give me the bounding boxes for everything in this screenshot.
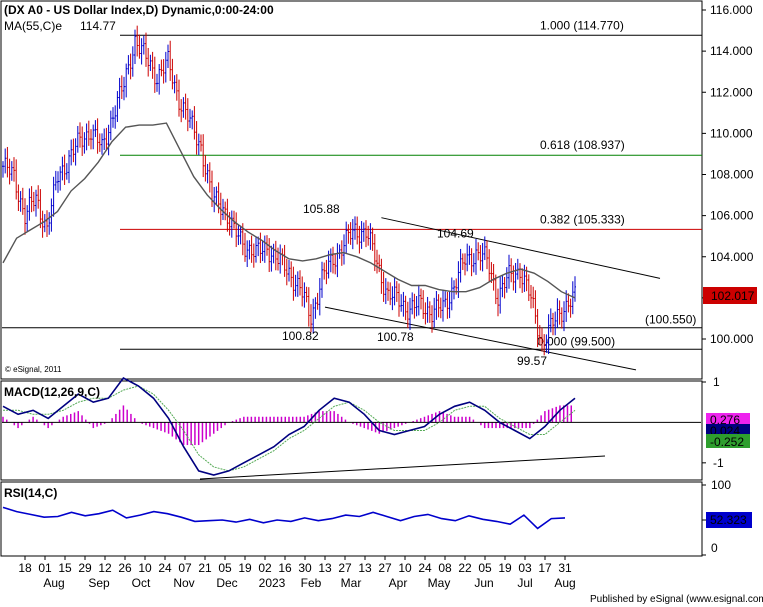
fib-level-label: 0.618 (108.937): [540, 138, 625, 152]
price-tick-label: 110.000: [710, 126, 753, 140]
ma-value: 114.77: [80, 19, 116, 33]
macd-signal-line: [3, 385, 576, 472]
rsi-tick-label: 0: [711, 541, 718, 555]
day-tick-label: 24: [158, 561, 172, 575]
day-tick-label: 17: [538, 561, 552, 575]
month-tick-label: Jun: [474, 576, 493, 590]
price-annotation: 99.57: [517, 354, 547, 368]
day-tick-label: 05: [478, 561, 492, 575]
price-tick-label: 116.000: [710, 3, 753, 17]
day-tick-label: 24: [418, 561, 432, 575]
price-annotation: 105.88: [303, 202, 340, 216]
price-tick-label: 112.000: [710, 85, 753, 99]
rsi-tick-label: 100: [711, 478, 731, 492]
day-tick-label: 10: [138, 561, 152, 575]
month-tick-label: May: [428, 576, 451, 590]
month-tick-label: Jul: [517, 576, 532, 590]
time-axis: 18 01 15 29 12 26 10 24 07 21 05 19 02 16 30 13 27 13 27 10…: [18, 556, 576, 590]
day-tick-label: 07: [178, 561, 192, 575]
last-price-marker: 102.017: [703, 287, 757, 304]
day-tick-label: 19: [238, 561, 252, 575]
day-tick-label: 03: [518, 561, 532, 575]
month-tick-label: Apr: [389, 576, 408, 590]
price-tick-label: 100.000: [710, 332, 754, 346]
macd-readout-mid-box: [706, 424, 750, 437]
macd-label: MACD(12,26,9,C): [4, 385, 100, 399]
day-tick-label: 02: [258, 561, 272, 575]
price-tick-label: 104.000: [710, 250, 754, 264]
lower-channel-line: [324, 306, 637, 371]
macd-trend-line: [199, 455, 606, 480]
day-tick-label: 29: [78, 561, 92, 575]
month-tick-label: Aug: [554, 576, 575, 590]
price-annotation: 100.78: [377, 330, 414, 344]
price-annotation: 104.69: [437, 227, 474, 241]
published-footer: Published by eSignal (www.esignal.com): [590, 594, 763, 605]
macd-readout-top-box: [706, 413, 750, 426]
day-tick-label: 21: [198, 561, 212, 575]
day-tick-label: 22: [458, 561, 472, 575]
last-price-value: 102.017: [711, 289, 755, 303]
rsi-readout: 52.323: [710, 513, 747, 527]
day-tick-label: 27: [338, 561, 352, 575]
upper-channel-line: [381, 217, 661, 279]
fib-level-label: 1.000 (114.770): [540, 18, 624, 32]
macd-tick-label: -1: [713, 456, 724, 470]
macd-readouts: 0.276 0.024 -0.252: [706, 413, 750, 449]
macd-readout-bottom-box: [706, 434, 750, 448]
day-tick-label: 13: [358, 561, 372, 575]
month-tick-label: Sep: [88, 576, 110, 590]
day-tick-label: 18: [18, 561, 32, 575]
day-tick-label: 19: [498, 561, 512, 575]
macd-readout-bottom: -0.252: [710, 435, 744, 449]
day-tick-label: 31: [558, 561, 572, 575]
day-tick-label: 26: [118, 561, 132, 575]
chart-title: (DX A0 - US Dollar Index,D) Dynamic,0:00…: [4, 3, 274, 17]
candles: [2, 25, 576, 356]
ma-label: MA(55,C)e: [4, 19, 62, 33]
rsi-line: [2, 506, 566, 530]
macd-histogram: [2, 405, 572, 446]
day-tick-label: 27: [378, 561, 392, 575]
price-tick-label: 106.000: [710, 209, 754, 223]
day-tick-label: 15: [58, 561, 72, 575]
day-tick-label: 16: [278, 561, 292, 575]
support-level-label: (100.550): [645, 313, 696, 327]
macd-line: [2, 376, 576, 476]
day-tick-label: 30: [298, 561, 312, 575]
fib-level-label: 0.382 (105.333): [540, 212, 625, 226]
price-annotations: 105.88 104.69 100.82 100.78 99.57: [282, 202, 547, 368]
rsi-label: RSI(14,C): [4, 486, 57, 500]
day-tick-label: 01: [38, 561, 52, 575]
trend-lines: [324, 217, 661, 371]
macd-tick-label: 1: [713, 375, 720, 389]
month-tick-label: Oct: [132, 576, 151, 590]
month-tick-label: Nov: [173, 576, 194, 590]
day-tick-label: 05: [218, 561, 232, 575]
month-tick-label: Dec: [216, 576, 237, 590]
day-tick-label: 12: [98, 561, 112, 575]
price-tick-label: 108.000: [710, 168, 754, 182]
month-tick-label: Mar: [341, 576, 362, 590]
fibonacci-levels: 1.000 (114.770) 0.618 (108.937) 0.382 (105…: [2, 18, 702, 350]
macd-panel-frame: [0, 380, 703, 481]
month-tick-label: Feb: [301, 576, 322, 590]
price-annotation: 100.82: [282, 329, 319, 343]
fib-level-label: 0.000 (99.500): [537, 334, 615, 348]
macd-readout-top: 0.276: [710, 413, 740, 427]
month-tick-label: 2023: [259, 576, 286, 590]
day-tick-label: 13: [318, 561, 332, 575]
day-tick-label: 10: [398, 561, 412, 575]
copyright-label: © eSignal, 2011: [5, 365, 62, 374]
ma55-line: [2, 122, 576, 299]
price-tick-label: 114.000: [710, 44, 753, 58]
price-panel-frame: [0, 0, 703, 380]
macd-axis: 1 -1: [702, 375, 724, 470]
month-tick-label: Aug: [43, 576, 64, 590]
rsi-readout-box: [706, 512, 752, 528]
day-tick-label: 08: [438, 561, 452, 575]
